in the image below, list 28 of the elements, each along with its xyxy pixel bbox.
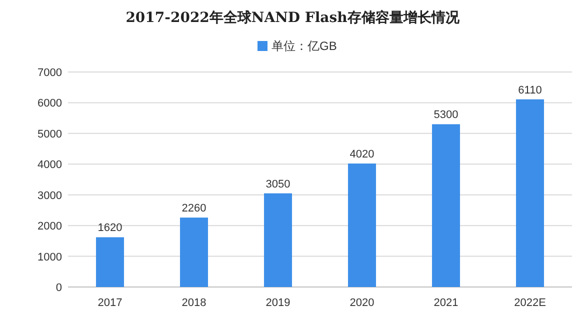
y-tick-label: 0 xyxy=(56,282,62,294)
x-tick-label: 2017 xyxy=(98,297,122,309)
x-tick-label: 2018 xyxy=(182,297,206,309)
data-label: 3050 xyxy=(266,178,290,190)
bar xyxy=(516,99,544,287)
data-label: 1620 xyxy=(98,222,122,234)
y-tick-label: 4000 xyxy=(38,159,62,172)
y-tick-label: 5000 xyxy=(38,128,62,140)
y-tick-label: 2000 xyxy=(38,220,62,233)
y-tick-label: 7000 xyxy=(38,67,62,79)
x-tick-label: 2021 xyxy=(434,297,458,309)
bar xyxy=(264,193,292,287)
bar xyxy=(96,237,124,287)
data-label: 2260 xyxy=(182,202,206,215)
y-tick-label: 6000 xyxy=(38,98,62,110)
legend-label: 单位：亿GB xyxy=(272,39,337,53)
x-tick-label: 2019 xyxy=(266,297,290,309)
data-label: 6110 xyxy=(518,84,542,96)
data-label: 4020 xyxy=(350,148,374,161)
bar xyxy=(348,164,376,287)
x-tick-label: 2022E xyxy=(514,297,546,309)
chart-title: 2017-2022年全球NAND Flash存储容量增长情况 xyxy=(126,9,460,26)
x-tick-label: 2020 xyxy=(350,297,374,309)
y-tick-label: 3000 xyxy=(38,190,62,202)
data-label: 5300 xyxy=(434,109,458,122)
y-tick-label: 1000 xyxy=(38,251,62,264)
bar xyxy=(180,218,208,287)
bar xyxy=(432,124,460,287)
